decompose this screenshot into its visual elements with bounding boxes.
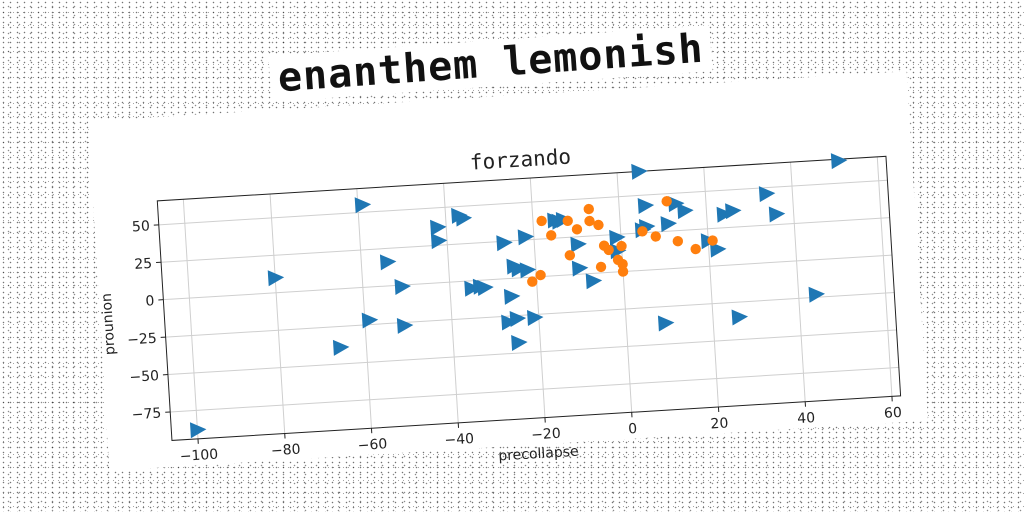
data-point-triangle	[379, 254, 397, 271]
data-point-triangle	[527, 309, 544, 326]
y-tick-label: 0	[145, 293, 155, 310]
data-point-circle	[564, 250, 576, 261]
data-point-triangle	[609, 243, 627, 260]
data-point-triangle	[660, 216, 678, 233]
data-point-circle	[535, 269, 546, 281]
x-grid-line	[616, 172, 633, 413]
data-point-triangle	[668, 196, 685, 213]
data-point-circle	[583, 203, 594, 215]
y-tick-label: −25	[127, 331, 157, 349]
data-point-circle	[637, 226, 648, 237]
data-point-triangle	[332, 339, 350, 356]
x-tick-label: −40	[444, 431, 474, 449]
x-tick-label: 20	[710, 415, 729, 432]
x-tick-label: 60	[884, 405, 903, 422]
x-axis-label: precollapse	[498, 444, 579, 465]
data-point-circle	[562, 215, 573, 227]
data-point-circle	[593, 219, 604, 231]
data-point-triangle	[758, 186, 776, 203]
data-point-triangle	[501, 314, 518, 331]
data-point-circle	[584, 215, 595, 227]
data-point-circle	[650, 231, 661, 242]
data-point-circle	[536, 215, 547, 227]
data-point-triangle	[430, 219, 447, 236]
tick-layer: −100 −80 −60 −40 −20 0 20 40 60 −75 −50 −25 0 25 50	[127, 218, 903, 465]
y-tick-label: −75	[131, 406, 161, 424]
x-tick-label: −100	[179, 447, 218, 465]
data-point-triangle	[637, 198, 655, 214]
data-point-triangle	[430, 233, 448, 250]
data-point-triangle	[830, 153, 848, 170]
y-tick-label: 25	[134, 256, 153, 273]
data-point-triangle	[731, 309, 749, 326]
x-grid-line	[356, 188, 372, 429]
x-grid-line	[529, 178, 546, 418]
scatter-plot: −100 −80 −60 −40 −20 0 20 40 60 −75 −50 −25 0 25 50 fo…	[99, 145, 903, 465]
y-tick-label: 50	[132, 218, 151, 235]
data-point-triangle	[464, 280, 481, 297]
y-grid-line	[163, 254, 893, 301]
data-point-triangle	[267, 270, 285, 287]
data-point-triangle	[716, 206, 734, 223]
data-point-triangle	[631, 163, 648, 180]
x-grid-line	[703, 167, 719, 408]
chart-container: −100 −80 −60 −40 −20 0 20 40 60 −75 −50 −25 0 25 50 fo…	[82, 103, 921, 496]
x-grid-line	[269, 193, 286, 434]
x-tick-label: 40	[797, 410, 816, 427]
x-grid-line	[443, 183, 459, 423]
data-point-triangle	[396, 317, 414, 334]
data-point-triangle	[517, 229, 535, 246]
data-point-triangle	[496, 235, 513, 252]
data-point-triangle	[808, 286, 826, 303]
data-point-triangle	[394, 279, 411, 295]
data-point-triangle	[609, 229, 626, 246]
data-point-circle	[707, 235, 718, 246]
data-point-triangle	[519, 262, 537, 279]
data-point-circle	[690, 243, 701, 255]
data-point-circle	[603, 244, 614, 256]
data-point-triangle	[585, 273, 603, 290]
y-axis-label: prounion	[99, 293, 119, 356]
data-point-triangle	[477, 279, 494, 296]
data-point-circle	[595, 261, 607, 273]
data-point-triangle	[710, 241, 727, 258]
data-point-triangle	[455, 210, 473, 227]
data-point-triangle	[503, 288, 521, 305]
chart-title: forzando	[469, 145, 571, 175]
data-point-circle	[672, 235, 684, 247]
data-point-triangle	[657, 315, 675, 332]
x-grid-line	[876, 156, 893, 397]
data-point-circle	[546, 230, 557, 241]
data-point-triangle	[511, 335, 528, 351]
data-point-circle	[661, 196, 672, 207]
data-point-triangle	[725, 203, 742, 220]
data-point-circle	[617, 258, 628, 270]
x-grid-line	[790, 162, 806, 402]
data-point-circle	[617, 266, 629, 277]
y-grid-line	[167, 329, 897, 376]
y-grid-line	[170, 366, 899, 413]
data-point-triangle	[571, 260, 589, 277]
data-point-circle	[571, 224, 583, 235]
x-tick-label: −20	[531, 426, 561, 444]
plot-frame	[156, 155, 902, 441]
data-point-triangle	[570, 236, 587, 253]
data-point-triangle	[768, 206, 786, 223]
data-layer	[189, 153, 848, 439]
x-tick-label: −60	[357, 436, 387, 454]
grid-layer	[158, 156, 899, 439]
data-point-triangle	[510, 261, 528, 278]
x-tick-label: −80	[271, 442, 301, 460]
data-point-triangle	[677, 203, 694, 220]
data-point-circle	[616, 240, 627, 252]
y-grid-line	[158, 179, 888, 226]
data-point-triangle	[361, 312, 379, 329]
x-tick-label: 0	[628, 421, 638, 438]
data-point-triangle	[509, 311, 527, 328]
y-tick-label: −50	[129, 368, 159, 386]
data-point-triangle	[189, 422, 207, 439]
data-point-triangle	[354, 197, 372, 214]
x-grid-line	[182, 199, 199, 439]
data-point-circle	[527, 276, 538, 287]
